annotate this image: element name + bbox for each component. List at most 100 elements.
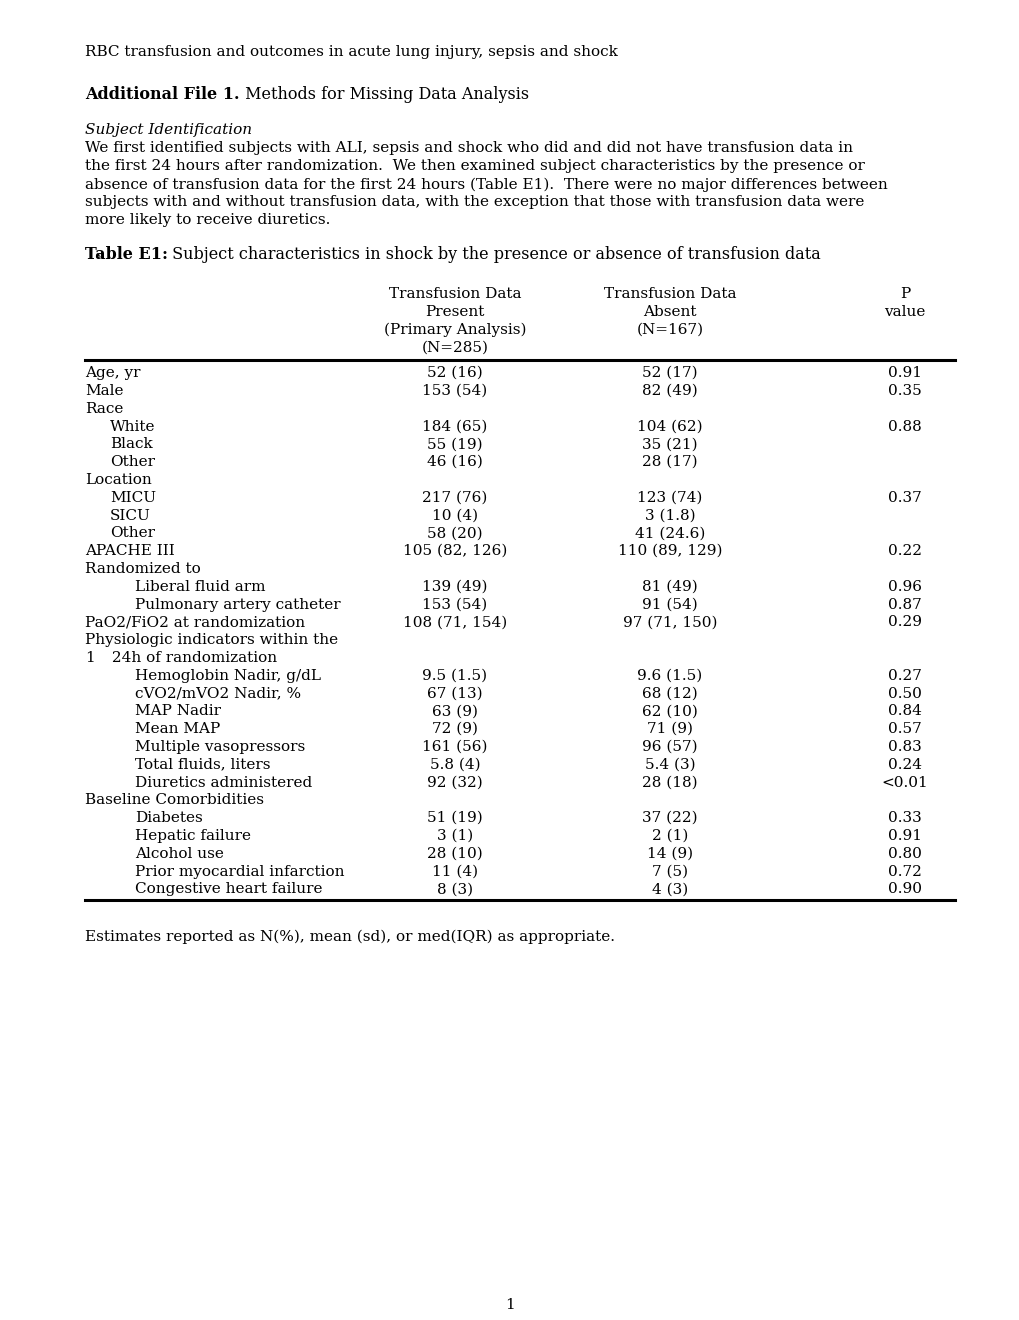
Text: 9.5 (1.5): 9.5 (1.5) [422,669,487,682]
Text: 139 (49): 139 (49) [422,579,487,594]
Text: 8 (3): 8 (3) [436,882,473,896]
Text: 0.33: 0.33 [888,812,921,825]
Text: 58 (20): 58 (20) [427,527,482,540]
Text: Pulmonary artery catheter: Pulmonary artery catheter [135,598,340,611]
Text: more likely to receive diuretics.: more likely to receive diuretics. [85,214,330,227]
Text: 46 (16): 46 (16) [427,455,482,469]
Text: 51 (19): 51 (19) [427,812,482,825]
Text: Total fluids, liters: Total fluids, liters [135,758,270,772]
Text: Other: Other [110,527,155,540]
Text: 4 (3): 4 (3) [651,882,688,896]
Text: 0.22: 0.22 [888,544,921,558]
Text: 2 (1): 2 (1) [651,829,688,843]
Text: 35 (21): 35 (21) [642,437,697,451]
Text: st: st [95,251,104,260]
Text: Multiple vasopressors: Multiple vasopressors [135,741,305,754]
Text: 153 (54): 153 (54) [422,384,487,397]
Text: 63 (9): 63 (9) [432,705,478,718]
Text: 96 (57): 96 (57) [642,741,697,754]
Text: Hepatic failure: Hepatic failure [135,829,251,843]
Text: 10 (4): 10 (4) [431,508,478,523]
Text: 0.24: 0.24 [888,758,921,772]
Text: 91 (54): 91 (54) [642,598,697,611]
Text: 55 (19): 55 (19) [427,437,482,451]
Text: Subject characteristics in shock by the presence or absence of transfusion data: Subject characteristics in shock by the … [167,247,820,263]
Text: Location: Location [85,473,152,487]
Text: (Primary Analysis): (Primary Analysis) [383,323,526,337]
Text: 14 (9): 14 (9) [646,846,692,861]
Text: 67 (13): 67 (13) [427,686,482,701]
Text: 82 (49): 82 (49) [642,384,697,397]
Text: Congestive heart failure: Congestive heart failure [135,882,322,896]
Text: 0.57: 0.57 [888,722,921,737]
Text: MICU: MICU [110,491,156,504]
Text: subjects with and without transfusion data, with the exception that those with t: subjects with and without transfusion da… [85,195,863,210]
Text: 3 (1): 3 (1) [436,829,473,843]
Text: Subject Identification: Subject Identification [85,123,252,137]
Text: the first 24 hours after randomization.  We then examined subject characteristic: the first 24 hours after randomization. … [85,160,864,173]
Text: 0.87: 0.87 [888,598,921,611]
Text: P: P [899,286,909,301]
Text: 68 (12): 68 (12) [642,686,697,701]
Text: 0.50: 0.50 [888,686,921,701]
Text: Present: Present [425,305,484,319]
Text: 161 (56): 161 (56) [422,741,487,754]
Text: 0.27: 0.27 [888,669,921,682]
Text: value: value [883,305,925,319]
Text: Physiologic indicators within the: Physiologic indicators within the [85,634,337,647]
Text: 153 (54): 153 (54) [422,598,487,611]
Text: Diabetes: Diabetes [135,812,203,825]
Text: Other: Other [110,455,155,469]
Text: absence of transfusion data for the first 24 hours (Table E1).  There were no ma: absence of transfusion data for the firs… [85,177,887,191]
Text: White: White [110,420,155,433]
Text: 108 (71, 154): 108 (71, 154) [403,615,506,630]
Text: 123 (74): 123 (74) [637,491,702,504]
Text: 0.90: 0.90 [888,882,921,896]
Text: Alcohol use: Alcohol use [135,846,223,861]
Text: 11 (4): 11 (4) [431,865,478,879]
Text: Male: Male [85,384,123,397]
Text: 71 (9): 71 (9) [646,722,692,737]
Text: Liberal fluid arm: Liberal fluid arm [135,579,265,594]
Text: Age, yr: Age, yr [85,366,141,380]
Text: 1: 1 [504,1298,515,1312]
Text: Randomized to: Randomized to [85,562,201,576]
Text: 0.29: 0.29 [888,615,921,630]
Text: 0.88: 0.88 [888,420,921,433]
Text: Black: Black [110,437,153,451]
Text: 105 (82, 126): 105 (82, 126) [403,544,506,558]
Text: 52 (17): 52 (17) [642,366,697,380]
Text: 28 (18): 28 (18) [642,776,697,789]
Text: 0.80: 0.80 [888,846,921,861]
Text: (N=285): (N=285) [421,341,488,355]
Text: Estimates reported as N(%), mean (sd), or med(IQR) as appropriate.: Estimates reported as N(%), mean (sd), o… [85,929,614,944]
Text: 5.4 (3): 5.4 (3) [644,758,695,772]
Text: 0.35: 0.35 [888,384,921,397]
Text: 41 (24.6): 41 (24.6) [634,527,704,540]
Text: 97 (71, 150): 97 (71, 150) [623,615,716,630]
Text: Race: Race [85,401,123,416]
Text: 28 (10): 28 (10) [427,846,482,861]
Text: 5.8 (4): 5.8 (4) [429,758,480,772]
Text: 9.6 (1.5): 9.6 (1.5) [637,669,702,682]
Text: 3 (1.8): 3 (1.8) [644,508,695,523]
Text: 24h of randomization: 24h of randomization [107,651,277,665]
Text: 72 (9): 72 (9) [432,722,478,737]
Text: 0.84: 0.84 [888,705,921,718]
Text: We first identified subjects with ALI, sepsis and shock who did and did not have: We first identified subjects with ALI, s… [85,141,852,156]
Text: SICU: SICU [110,508,151,523]
Text: APACHE III: APACHE III [85,544,174,558]
Text: Baseline Comorbidities: Baseline Comorbidities [85,793,264,808]
Text: Prior myocardial infarction: Prior myocardial infarction [135,865,344,879]
Text: PaO2/FiO2 at randomization: PaO2/FiO2 at randomization [85,615,305,630]
Text: 0.72: 0.72 [888,865,921,879]
Text: Hemoglobin Nadir, g/dL: Hemoglobin Nadir, g/dL [135,669,321,682]
Text: 81 (49): 81 (49) [642,579,697,594]
Text: 37 (22): 37 (22) [642,812,697,825]
Text: 7 (5): 7 (5) [651,865,688,879]
Text: 110 (89, 129): 110 (89, 129) [618,544,721,558]
Text: MAP Nadir: MAP Nadir [135,705,221,718]
Text: 28 (17): 28 (17) [642,455,697,469]
Text: 1: 1 [85,651,95,665]
Text: Transfusion Data: Transfusion Data [603,286,736,301]
